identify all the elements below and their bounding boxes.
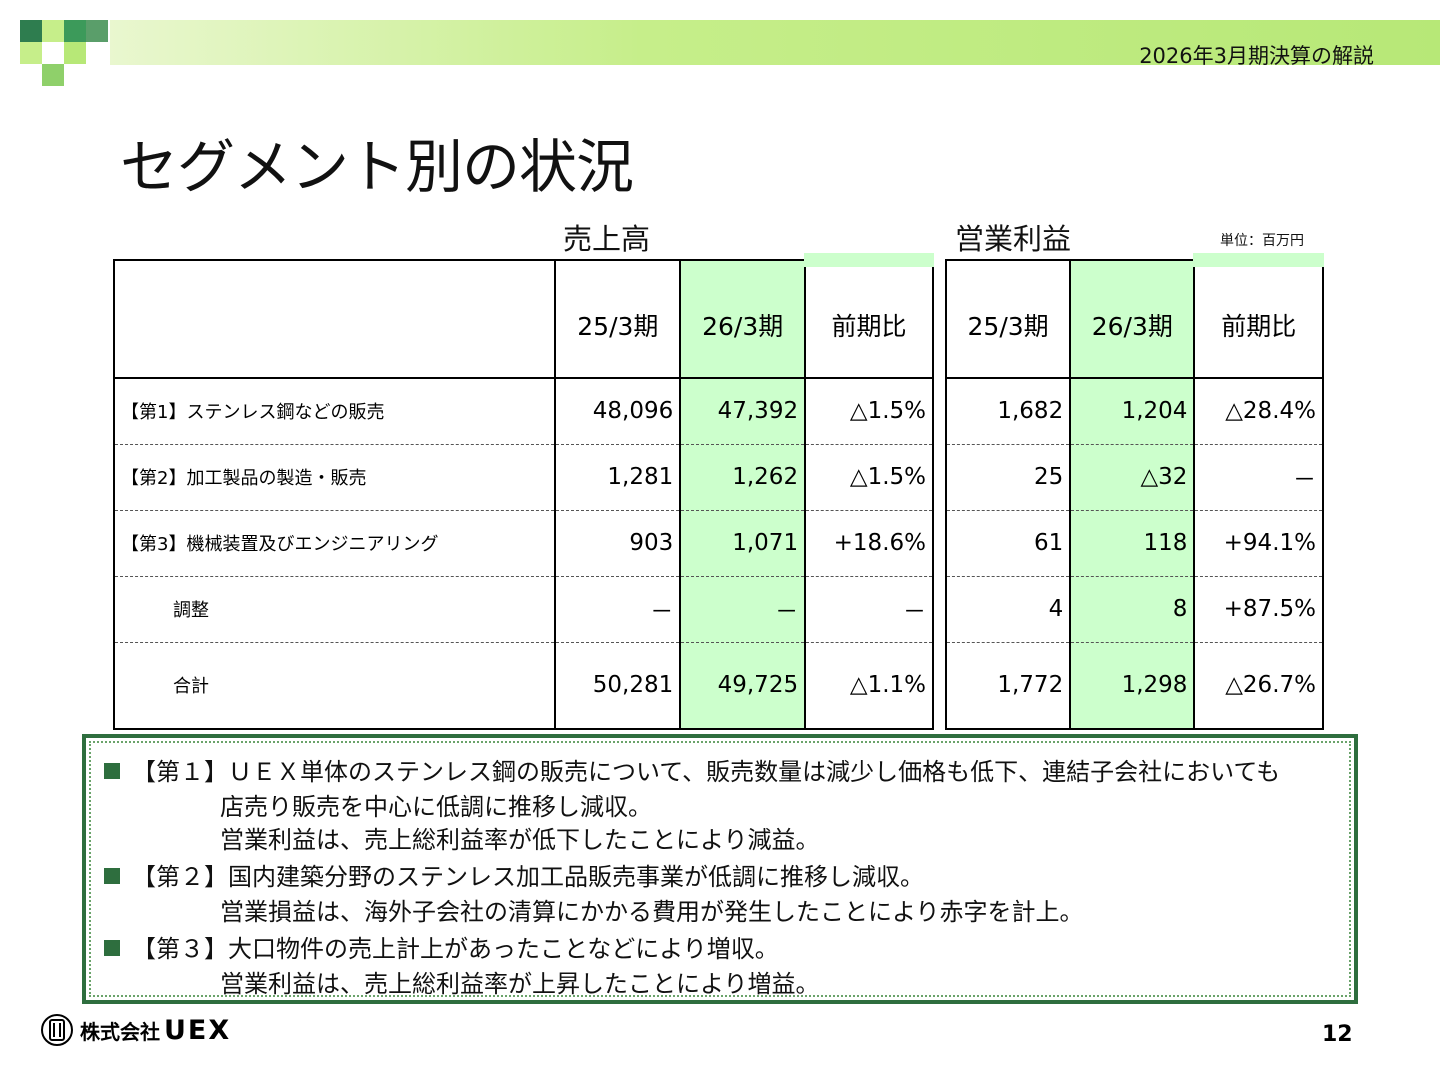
table-row: 61 118 +94.1% (944, 510, 1324, 577)
sales-ratio-cell: △1.1% (804, 642, 934, 730)
sales-prev-cell: 1,281 (554, 444, 682, 511)
profit-ratio-cell: +94.1% (1193, 510, 1324, 577)
profit-curr-cell: 118 (1069, 510, 1196, 577)
table-row: 合計 50,281 49,725 △1.1% (112, 642, 934, 730)
col-ratio: 前期比 (1193, 253, 1324, 379)
logo-emblem-icon (41, 1014, 73, 1046)
company-name: 株式会社 (80, 1019, 160, 1044)
profit-prev-cell: 61 (944, 510, 1072, 577)
company-logo: 株式会社 UEX (40, 1013, 231, 1047)
note-line: 営業利益は、売上総利益率が上昇したことにより増益。 (220, 970, 820, 998)
profit-prev-cell: 1,772 (944, 642, 1072, 730)
header-square (64, 42, 86, 64)
sales-curr-cell: 1,071 (679, 510, 807, 577)
bullet-icon (104, 940, 120, 956)
row-label: 【第1】ステンレス鋼などの販売 (112, 377, 557, 445)
sales-ratio-cell: +18.6% (804, 510, 934, 577)
row-label: 【第2】加工製品の製造・販売 (112, 444, 557, 511)
col-curr: 26/3期 (679, 259, 807, 379)
unit-label: 単位：百万円 (1220, 233, 1304, 249)
header-square (42, 64, 64, 86)
table-row: 1,772 1,298 △26.7% (944, 642, 1324, 730)
header-square (86, 20, 108, 42)
table-row: 1,682 1,204 △28.4% (944, 377, 1324, 445)
page-number: 12 (1322, 1022, 1353, 1047)
note-line: 【第３】大口物件の売上計上があったことなどにより増収。 (104, 929, 779, 964)
profit-ratio-cell: △26.7% (1193, 642, 1324, 730)
note-line: 営業損益は、海外子会社の清算にかかる費用が発生したことにより赤字を計上。 (220, 898, 1084, 926)
col-curr: 26/3期 (1069, 259, 1196, 379)
note-line: 【第２】国内建築分野のステンレス加工品販売事業が低調に推移し減収。 (104, 857, 924, 892)
row-label: 合計 (112, 642, 557, 730)
sales-curr-cell: 49,725 (679, 642, 807, 730)
header-band (110, 20, 1440, 65)
sales-prev-cell: 903 (554, 510, 682, 577)
table-row: 【第1】ステンレス鋼などの販売 48,096 47,392 △1.5% (112, 377, 934, 445)
sales-curr-cell: 1,262 (679, 444, 807, 511)
profit-group-label: 営業利益 (955, 222, 1072, 256)
profit-ratio-cell: +87.5% (1193, 576, 1324, 643)
notes-box (82, 734, 1358, 1004)
header-square (64, 20, 86, 42)
col-ratio: 前期比 (804, 253, 934, 379)
sales-prev-cell: 50,281 (554, 642, 682, 730)
sales-ratio-cell: △1.5% (804, 377, 934, 445)
header-subtitle: 2026年3月期決算の解説 (1139, 44, 1374, 68)
bullet-icon (104, 868, 120, 884)
brand-name: UEX (164, 1014, 232, 1046)
sales-prev-cell: 48,096 (554, 377, 682, 445)
sales-group-label: 売上高 (563, 222, 651, 256)
profit-table: 25/3期 26/3期 前期比 1,682 1,204 △28.4% 25 △32 － 61… (944, 253, 1324, 730)
table-row: 25 △32 － (944, 444, 1324, 511)
sales-table: 25/3期 26/3期 前期比 【第1】ステンレス鋼などの販売 48,096 47,… (112, 253, 934, 730)
sales-curr-cell: 47,392 (679, 377, 807, 445)
sales-ratio-cell: － (804, 576, 934, 643)
sales-ratio-cell: △1.5% (804, 444, 934, 511)
profit-curr-cell: △32 (1069, 444, 1196, 511)
profit-curr-cell: 1,204 (1069, 377, 1196, 445)
profit-curr-cell: 8 (1069, 576, 1196, 643)
sales-curr-cell: － (679, 576, 807, 643)
col-prev: 25/3期 (944, 259, 1072, 379)
table-row: 調整－－－ (112, 576, 934, 643)
note-line: 店売り販売を中心に低調に推移し減収。 (220, 793, 652, 821)
header-blank (112, 259, 557, 379)
sales-prev-cell: － (554, 576, 682, 643)
table-row: 4 8 +87.5% (944, 576, 1324, 643)
page-title: セグメント別の状況 (120, 133, 634, 201)
row-label: 【第3】機械装置及びエンジニアリング (112, 510, 557, 577)
header-square (20, 42, 42, 64)
table-row: 【第2】加工製品の製造・販売 1,281 1,262 △1.5% (112, 444, 934, 511)
profit-prev-cell: 1,682 (944, 377, 1072, 445)
note-line: 【第１】ＵＥＸ単体のステンレス鋼の販売について、販売数量は減少し価格も低下、連結… (104, 752, 1280, 787)
profit-prev-cell: 25 (944, 444, 1072, 511)
profit-ratio-cell: － (1193, 444, 1324, 511)
header-square (20, 20, 42, 42)
profit-prev-cell: 4 (944, 576, 1072, 643)
table-row: 【第3】機械装置及びエンジニアリング 903 1,071 +18.6% (112, 510, 934, 577)
header-square (42, 20, 64, 42)
col-prev: 25/3期 (554, 259, 682, 379)
row-label: 調整 (112, 576, 557, 643)
profit-ratio-cell: △28.4% (1193, 377, 1324, 445)
note-line: 営業利益は、売上総利益率が低下したことにより減益。 (220, 826, 820, 854)
bullet-icon (104, 763, 120, 779)
profit-curr-cell: 1,298 (1069, 642, 1196, 730)
